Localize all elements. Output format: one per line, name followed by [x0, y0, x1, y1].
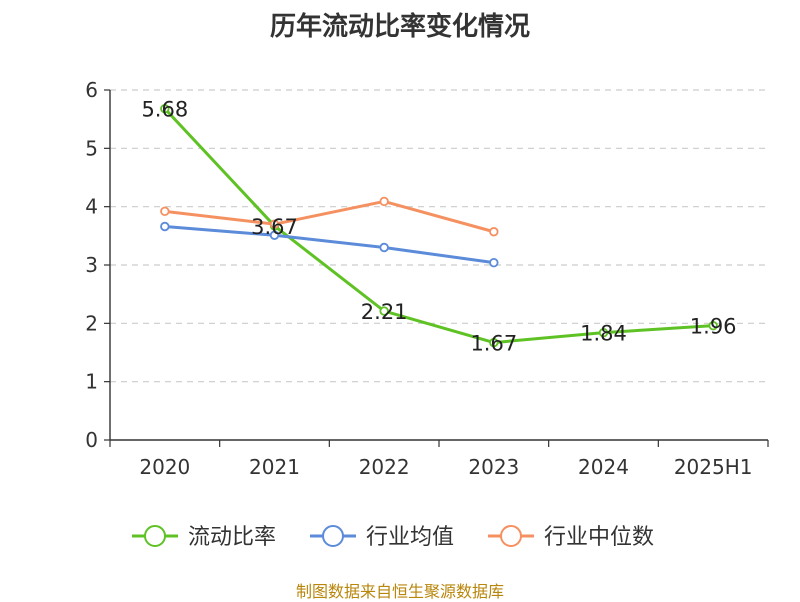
- data-labels: 5.68 3.67 2.21 1.67 1.84 1.96: [141, 98, 736, 356]
- y-tick-label: 3: [85, 253, 98, 277]
- legend-swatch-marker: [500, 525, 522, 547]
- series-layer: [160, 103, 718, 348]
- series-line-1: [163, 107, 714, 345]
- legend-swatch-marker: [144, 525, 166, 547]
- data-point: [708, 320, 718, 331]
- legend-label: 流动比率: [188, 525, 276, 550]
- legend-item-1[interactable]: 流动比率: [132, 525, 276, 550]
- axes: 0 1 2 3 4 5 6 2020 2021 2022 2023 2024 2025H1: [85, 78, 769, 479]
- y-tick-label: 4: [85, 195, 98, 219]
- x-tick-label: 2022: [359, 455, 410, 479]
- data-label: 3.67: [251, 215, 298, 239]
- data-label: 2.21: [361, 300, 408, 324]
- series-line-2: [164, 225, 495, 265]
- data-point: [379, 242, 389, 253]
- data-point: [379, 306, 389, 316]
- legend-label: 行业中位数: [544, 525, 654, 550]
- series-line-3: [164, 199, 495, 234]
- data-point: [489, 257, 499, 268]
- legend-label: 行业均值: [366, 525, 454, 550]
- x-tick-label: 2020: [139, 455, 190, 479]
- legend-item-3[interactable]: 行业中位数: [488, 525, 654, 550]
- legend[interactable]: 流动比率 行业均值 行业中位数: [132, 525, 654, 550]
- data-label: 1.67: [470, 332, 517, 356]
- data-point: [269, 219, 280, 229]
- legend-swatch-marker: [322, 525, 344, 547]
- data-point: [379, 196, 389, 207]
- y-tick-label: 5: [85, 136, 98, 160]
- data-point: [160, 206, 170, 217]
- x-tick-label: 2025H1: [674, 455, 753, 479]
- chart-title: 历年流动比率变化情况: [269, 12, 530, 42]
- x-tick-label: 2024: [578, 455, 629, 479]
- y-tick-label: 6: [85, 78, 98, 102]
- data-label: 5.68: [141, 98, 188, 122]
- x-tick-label: 2021: [249, 455, 300, 479]
- data-point: [489, 227, 499, 237]
- y-tick-label: 2: [85, 311, 98, 335]
- y-tick-label: 1: [85, 370, 98, 394]
- data-point: [160, 103, 170, 114]
- data-point: [269, 230, 280, 240]
- source-footer: 制图数据来自恒生聚源数据库: [295, 582, 504, 601]
- data-point: [598, 327, 609, 338]
- gridlines: [110, 89, 768, 383]
- data-label: 1.96: [690, 315, 737, 339]
- legend-item-2[interactable]: 行业均值: [310, 525, 454, 550]
- data-point: [160, 221, 170, 232]
- data-point: [489, 337, 499, 348]
- x-tick-label: 2023: [468, 455, 519, 479]
- y-tick-label: 0: [85, 428, 98, 452]
- data-label: 1.84: [580, 322, 627, 346]
